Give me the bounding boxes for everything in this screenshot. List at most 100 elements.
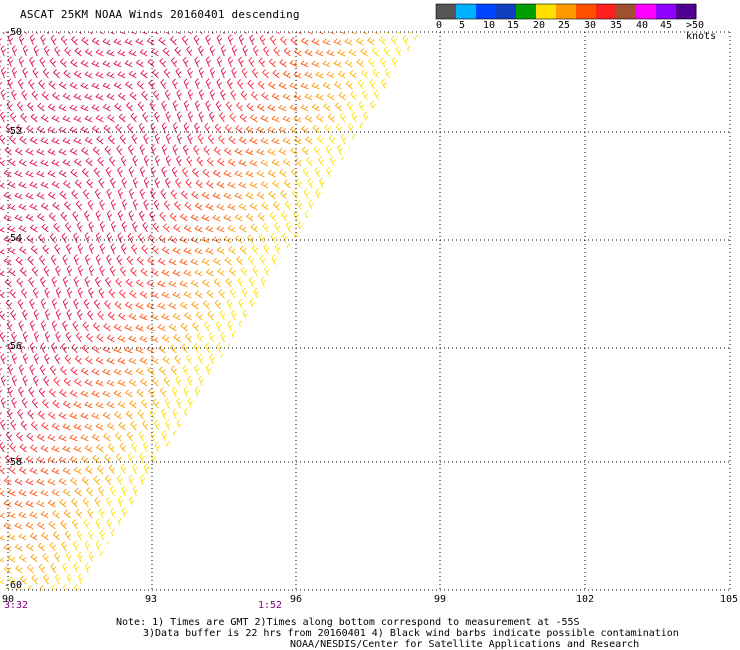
wind-barb [406, 133, 413, 145]
wind-barb [427, 466, 433, 474]
wind-barb [7, 576, 16, 585]
wind-barb [43, 376, 50, 387]
wind-barb [128, 210, 135, 222]
wind-barb [329, 243, 336, 255]
wind-barb [146, 37, 155, 46]
wind-barb [62, 254, 68, 266]
wind-barb [413, 430, 420, 442]
wind-barb [95, 444, 104, 453]
wind-barb [238, 203, 247, 211]
wind-barb [399, 588, 408, 590]
wind-barb [208, 111, 215, 123]
wind-barb [282, 254, 289, 266]
wind-barb [198, 397, 205, 409]
wind-barb [84, 115, 93, 123]
wind-barb [29, 320, 36, 332]
wind-barb [304, 210, 311, 222]
wind-barb [51, 276, 58, 288]
wind-barb [283, 355, 291, 365]
wind-barb [359, 268, 368, 277]
wind-barb [234, 522, 243, 530]
wind-barb [250, 91, 258, 101]
wind-barb [327, 421, 335, 431]
wind-barb [106, 232, 113, 244]
wind-barb [403, 408, 410, 420]
wind-barb [11, 89, 17, 101]
wind-barb [227, 489, 236, 497]
wind-barb [62, 562, 68, 574]
wind-barb [131, 244, 138, 255]
wind-barb [318, 485, 325, 497]
wind-barb [304, 93, 313, 101]
wind-barb [106, 93, 115, 101]
wind-barb [282, 298, 288, 310]
wind-barb [389, 190, 397, 200]
wind-barb [3, 257, 12, 266]
wind-barb [270, 541, 277, 552]
wind-barb [330, 485, 336, 497]
wind-barb [359, 313, 368, 321]
y-tick-label: -52 [4, 126, 23, 137]
wind-barb [216, 203, 225, 211]
wind-barb [29, 136, 38, 145]
wind-barb [106, 210, 113, 222]
wind-barb [185, 354, 193, 365]
wind-barb [44, 309, 51, 321]
wind-barb [136, 388, 144, 398]
wind-barb [25, 500, 34, 508]
wind-barb [282, 562, 289, 574]
wind-barb [52, 531, 60, 541]
wind-barb [39, 584, 46, 590]
wind-barb [139, 313, 148, 321]
wind-barb [392, 408, 399, 420]
wind-barb [139, 166, 146, 178]
color-scale-swatch [456, 4, 477, 19]
wind-barb [393, 201, 401, 211]
wind-barb [168, 543, 177, 552]
wind-barb [25, 543, 34, 552]
wind-barb [91, 390, 100, 398]
wind-barb [274, 331, 281, 343]
wind-barb [128, 49, 137, 57]
wind-barb [75, 32, 83, 35]
wind-barb [50, 342, 57, 354]
wind-barb [0, 56, 3, 68]
wind-barb [128, 166, 135, 178]
wind-barb [0, 100, 2, 112]
wind-barb [215, 320, 222, 332]
wind-barb [403, 510, 412, 519]
wind-barb [152, 398, 160, 409]
wind-barb [286, 287, 293, 299]
wind-barb [302, 299, 310, 310]
wind-barb [187, 89, 194, 101]
wind-barb [41, 422, 49, 431]
wind-barb [44, 32, 51, 35]
wind-barb [130, 112, 138, 123]
wind-barb [271, 276, 278, 288]
wind-barb [179, 544, 188, 552]
wind-barb [340, 551, 347, 563]
wind-barb [245, 213, 254, 222]
wind-barb [106, 379, 115, 387]
wind-barb [414, 576, 420, 585]
wind-barb [17, 409, 24, 420]
wind-barb [430, 46, 435, 56]
wind-barb [77, 243, 84, 255]
wind-barb [73, 93, 82, 101]
wind-barb [405, 32, 413, 35]
wind-barb [370, 269, 379, 277]
wind-barb [205, 576, 214, 585]
wind-barb [117, 71, 126, 79]
time-label: 3:32 [4, 600, 29, 611]
wind-barb [118, 421, 126, 431]
wind-barb [110, 551, 117, 563]
wind-barb [0, 321, 2, 332]
wind-barb [29, 342, 36, 354]
y-tick-label: -56 [4, 341, 23, 352]
wind-barb [417, 442, 420, 453]
wind-barb [28, 79, 35, 90]
wind-barb [0, 465, 5, 475]
wind-barb [187, 397, 194, 409]
wind-barb [319, 551, 326, 563]
wind-barb [283, 47, 291, 57]
